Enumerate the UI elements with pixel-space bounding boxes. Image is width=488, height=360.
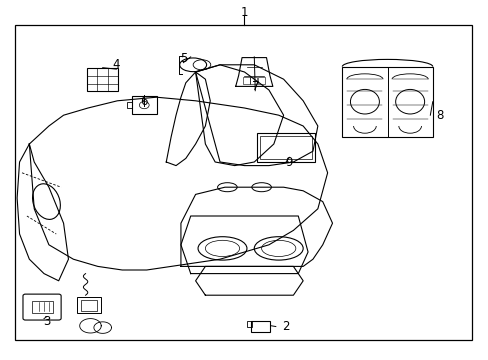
Bar [250, 77, 257, 84]
Text: 8: 8 [435, 109, 443, 122]
Text: 4: 4 [112, 58, 120, 71]
Bar [81, 300, 97, 311]
Bar [87, 68, 118, 91]
Bar [260, 136, 311, 159]
Bar [77, 297, 101, 313]
Bar [131, 96, 157, 114]
Bar [32, 301, 53, 313]
Bar [15, 25, 471, 340]
Text: 2: 2 [281, 320, 288, 333]
Text: 3: 3 [42, 315, 50, 328]
Bar [257, 77, 264, 84]
Bar [342, 67, 432, 137]
Bar [243, 77, 249, 84]
Bar [256, 133, 315, 162]
Text: 6: 6 [140, 95, 148, 108]
Text: 7: 7 [251, 80, 259, 93]
Text: 9: 9 [285, 156, 293, 169]
Bar [246, 321, 251, 327]
Text: 1: 1 [240, 6, 248, 19]
Bar [250, 321, 270, 332]
Bar [126, 102, 131, 108]
Text: 5: 5 [179, 52, 187, 65]
